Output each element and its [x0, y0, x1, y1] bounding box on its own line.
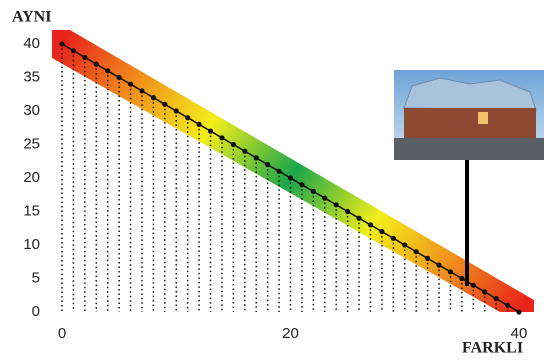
data-point [82, 55, 87, 60]
data-point [391, 236, 396, 241]
data-point [105, 68, 110, 73]
data-point [311, 189, 316, 194]
y-tick-label: 20 [23, 169, 40, 186]
data-point [139, 88, 144, 93]
data-point [334, 202, 339, 207]
x-tick-label: 0 [58, 325, 66, 342]
data-point [174, 108, 179, 113]
data-point [242, 149, 247, 154]
data-point [459, 276, 464, 281]
data-point [494, 296, 499, 301]
data-point [208, 129, 213, 134]
data-point [276, 169, 281, 174]
y-tick-label: 0 [32, 303, 40, 320]
photo [394, 70, 544, 160]
data-point [299, 182, 304, 187]
y-tick-label: 35 [23, 68, 40, 85]
y-tick-label: 5 [32, 269, 40, 286]
y-axis-title: AYNI [12, 9, 51, 26]
y-tick-label: 30 [23, 102, 40, 119]
data-point [59, 41, 64, 46]
data-point [162, 102, 167, 107]
y-tick-label: 15 [23, 202, 40, 219]
x-tick-label: 40 [511, 325, 528, 342]
data-point [356, 216, 361, 221]
data-point [414, 249, 419, 254]
data-point [151, 95, 156, 100]
data-point [471, 283, 476, 288]
data-point [254, 155, 259, 160]
data-point [425, 256, 430, 261]
data-point [448, 269, 453, 274]
data-point [402, 242, 407, 247]
data-point [436, 263, 441, 268]
y-tick-label: 10 [23, 236, 40, 253]
data-point [185, 115, 190, 120]
data-point [219, 135, 224, 140]
data-point [231, 142, 236, 147]
x-tick-label: 20 [282, 325, 299, 342]
data-point [322, 196, 327, 201]
data-point [368, 222, 373, 227]
data-point [265, 162, 270, 167]
y-tick-label: 40 [23, 35, 40, 52]
data-point [482, 289, 487, 294]
data-point [288, 175, 293, 180]
data-point [197, 122, 202, 127]
y-tick-label: 25 [23, 135, 40, 152]
data-point [128, 82, 133, 87]
data-point [516, 309, 521, 314]
data-point [117, 75, 122, 80]
x-axis-title: FARKLI [462, 340, 523, 357]
data-point [71, 48, 76, 53]
data-point [345, 209, 350, 214]
data-point [505, 303, 510, 308]
data-point [94, 62, 99, 67]
data-point [379, 229, 384, 234]
chart: AYNI FARKLI 0 5 10 15 20 25 30 35 40 0 20 40 [0, 0, 544, 360]
